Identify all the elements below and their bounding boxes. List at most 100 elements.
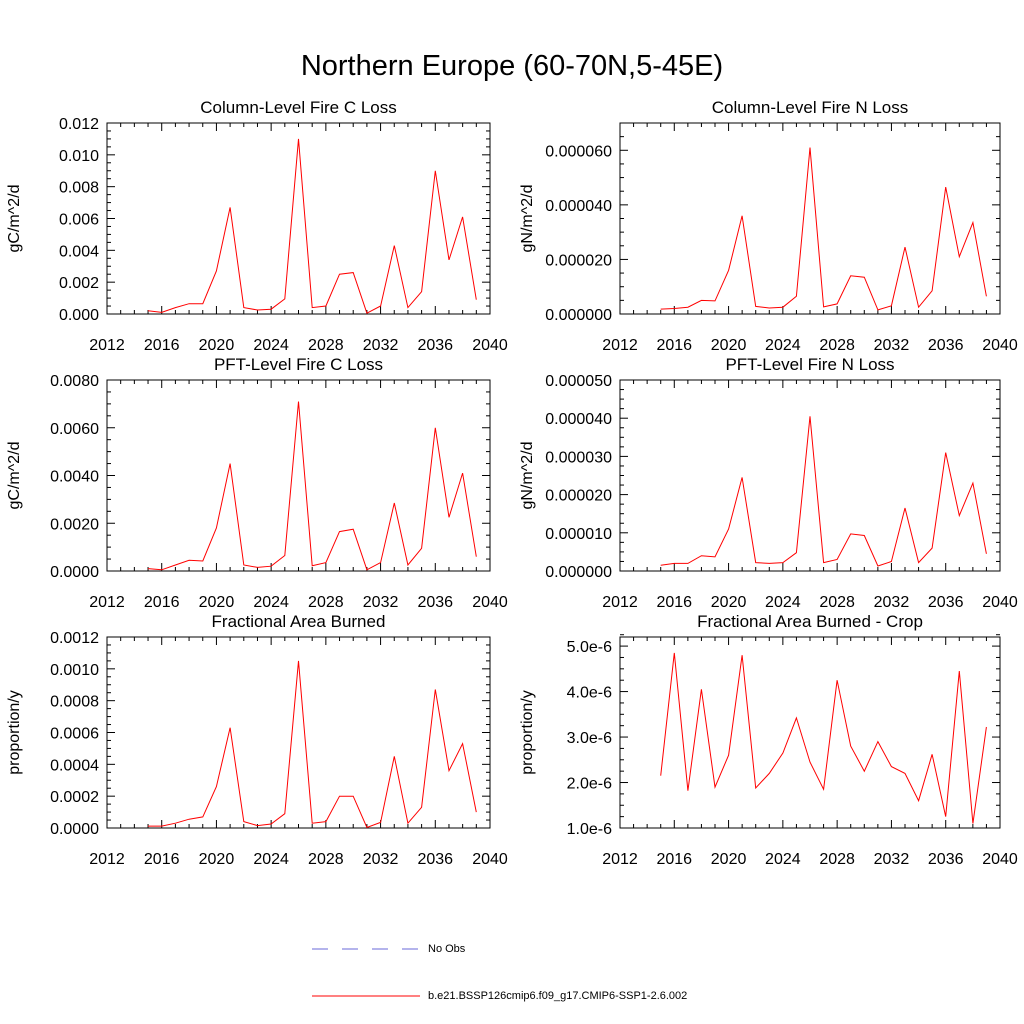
legend-item-no-obs: No Obs	[312, 942, 465, 956]
y-tick-label: 0.0004	[50, 757, 99, 774]
x-tick-label: 2036	[417, 337, 453, 354]
y-tick-label: 0.000050	[545, 373, 612, 390]
x-tick-label: 2028	[819, 337, 855, 354]
y-tick-label: 0.002	[59, 275, 99, 292]
x-tick-label: 2024	[765, 851, 801, 868]
panel-title: Fractional Area Burned	[212, 612, 386, 631]
legend-swatch-dashed	[312, 948, 420, 950]
y-tick-label: 0.000	[59, 307, 99, 324]
y-tick-label: 0.012	[59, 116, 99, 133]
legend-label: No Obs	[428, 943, 466, 955]
y-axis-label: gN/m^2/d	[519, 442, 536, 510]
y-axis-label: gN/m^2/d	[519, 185, 536, 253]
x-tick-label: 2036	[417, 851, 453, 868]
x-tick-label: 2040	[982, 851, 1018, 868]
y-tick-label: 0.000010	[545, 526, 612, 543]
x-tick-label: 2036	[928, 337, 964, 354]
plot-frame	[619, 379, 1001, 572]
x-tick-label: 2016	[144, 594, 180, 611]
y-tick-label: 0.0012	[50, 630, 99, 647]
x-tick-label: 2036	[928, 851, 964, 868]
plot-frame	[106, 122, 491, 315]
panel-title: Fractional Area Burned - Crop	[697, 612, 923, 631]
y-tick-label: 0.0002	[50, 789, 99, 806]
x-tick-label: 2028	[819, 594, 855, 611]
y-tick-label: 0.0020	[50, 516, 99, 533]
legend-item-run: b.e21.BSSP126cmip6.f09_g17.CMIP6-SSP1-2.…	[312, 989, 687, 1003]
x-tick-label: 2020	[711, 851, 747, 868]
x-tick-label: 2032	[363, 851, 399, 868]
x-tick-label: 2040	[472, 594, 508, 611]
plot-frame	[619, 636, 1001, 829]
y-tick-label: 0.0008	[50, 694, 99, 711]
y-tick-label: 0.0010	[50, 662, 99, 679]
y-tick-label: 0.0080	[50, 373, 99, 390]
y-tick-label: 0.000000	[545, 564, 612, 581]
x-tick-label: 2016	[144, 851, 180, 868]
x-tick-label: 2012	[602, 337, 638, 354]
x-tick-label: 2020	[199, 851, 235, 868]
y-tick-label: 0.000060	[545, 143, 612, 160]
x-tick-label: 2024	[765, 337, 801, 354]
x-tick-label: 2032	[874, 594, 910, 611]
series-line	[147, 138, 477, 314]
panel-title: Column-Level Fire N Loss	[712, 98, 909, 117]
y-axis-label: gC/m^2/d	[6, 185, 23, 253]
series-line	[147, 401, 477, 571]
x-tick-label: 2036	[928, 594, 964, 611]
x-tick-label: 2028	[308, 337, 344, 354]
legend-swatch-solid	[312, 995, 420, 997]
y-tick-label: 0.0006	[50, 726, 99, 743]
y-tick-label: 0.000020	[545, 252, 612, 269]
figure-title: Northern Europe (60-70N,5-45E)	[300, 50, 724, 82]
x-tick-label: 2020	[711, 594, 747, 611]
y-tick-label: 0.000000	[545, 307, 612, 324]
x-tick-label: 2020	[199, 337, 235, 354]
y-tick-label: 0.0000	[50, 821, 99, 838]
y-tick-label: 0.010	[59, 148, 99, 165]
x-tick-label: 2020	[711, 337, 747, 354]
y-tick-label: 0.0040	[50, 469, 99, 486]
y-tick-label: 5.0e-6	[567, 639, 612, 656]
x-tick-label: 2040	[472, 851, 508, 868]
series-line	[660, 652, 987, 824]
x-tick-label: 2020	[199, 594, 235, 611]
x-tick-label: 2012	[89, 337, 125, 354]
x-tick-label: 2012	[602, 594, 638, 611]
panel-title: PFT-Level Fire C Loss	[214, 355, 383, 374]
x-tick-label: 2032	[874, 851, 910, 868]
x-tick-label: 2028	[308, 594, 344, 611]
series-line	[660, 416, 987, 567]
y-tick-label: 0.008	[59, 180, 99, 197]
y-tick-label: 0.0000	[50, 564, 99, 581]
x-tick-label: 2024	[253, 851, 289, 868]
x-tick-label: 2016	[656, 851, 692, 868]
x-tick-label: 2024	[253, 337, 289, 354]
x-tick-label: 2028	[308, 851, 344, 868]
x-tick-label: 2040	[982, 337, 1018, 354]
plot-frame	[106, 379, 491, 572]
y-tick-label: 0.0060	[50, 421, 99, 438]
y-tick-label: 0.000030	[545, 449, 612, 466]
x-tick-label: 2040	[982, 594, 1018, 611]
y-tick-label: 4.0e-6	[567, 685, 612, 702]
x-tick-label: 2028	[819, 851, 855, 868]
y-tick-label: 2.0e-6	[567, 776, 612, 793]
x-tick-label: 2032	[363, 594, 399, 611]
x-tick-label: 2040	[472, 337, 508, 354]
x-tick-label: 2024	[253, 594, 289, 611]
y-axis-label: gC/m^2/d	[6, 442, 23, 510]
y-tick-label: 0.004	[59, 243, 99, 260]
y-axis-label: proportion/y	[6, 690, 23, 775]
x-tick-label: 2016	[656, 337, 692, 354]
series-line	[148, 660, 477, 829]
legend-label: b.e21.BSSP126cmip6.f09_g17.CMIP6-SSP1-2.…	[428, 990, 688, 1002]
panel-title: PFT-Level Fire N Loss	[725, 355, 894, 374]
y-tick-label: 0.000040	[545, 198, 612, 215]
y-tick-label: 3.0e-6	[567, 730, 612, 747]
x-tick-label: 2012	[89, 594, 125, 611]
x-tick-label: 2016	[656, 594, 692, 611]
x-tick-label: 2024	[765, 594, 801, 611]
x-tick-label: 2012	[602, 851, 638, 868]
